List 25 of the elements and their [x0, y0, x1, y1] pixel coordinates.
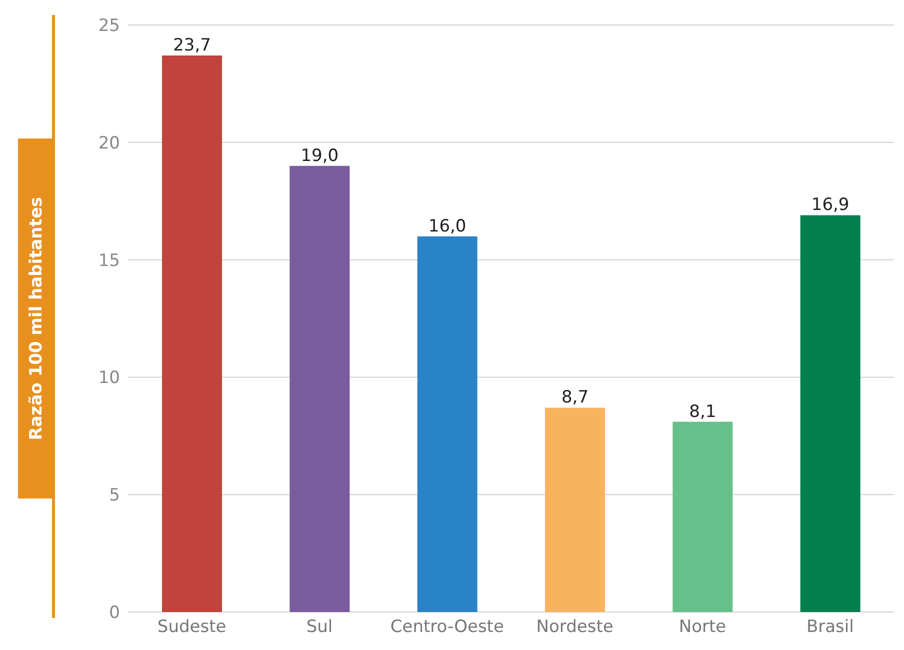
bar	[545, 408, 605, 612]
y-tick-label: 5	[109, 486, 120, 506]
y-tick-label: 20	[98, 133, 120, 154]
bar	[162, 56, 222, 612]
x-tick-label: Centro-Oeste	[390, 617, 504, 638]
y-axis-title: Razão 100 mil habitantes	[26, 196, 47, 440]
x-tick-label: Nordeste	[536, 617, 614, 638]
data-label: 23,7	[173, 36, 211, 56]
y-tick-label: 0	[109, 603, 120, 624]
bar	[290, 166, 350, 612]
bar	[417, 236, 478, 612]
y-tick-label: 15	[98, 250, 120, 271]
data-label: 8,7	[561, 388, 589, 408]
y-tick-label: 25	[98, 16, 120, 36]
bar	[800, 215, 860, 612]
data-label: 19,0	[300, 146, 339, 166]
x-tick-label: Brasil	[806, 617, 854, 638]
data-label: 8,1	[689, 402, 716, 422]
data-label: 16,0	[428, 216, 466, 236]
x-tick-label: Sudeste	[157, 617, 226, 638]
x-tick-label: Sul	[306, 617, 333, 638]
y-tick-label: 10	[98, 368, 120, 388]
x-tick-label: Norte	[678, 617, 726, 638]
data-label: 16,9	[811, 195, 850, 216]
bar	[672, 422, 733, 612]
